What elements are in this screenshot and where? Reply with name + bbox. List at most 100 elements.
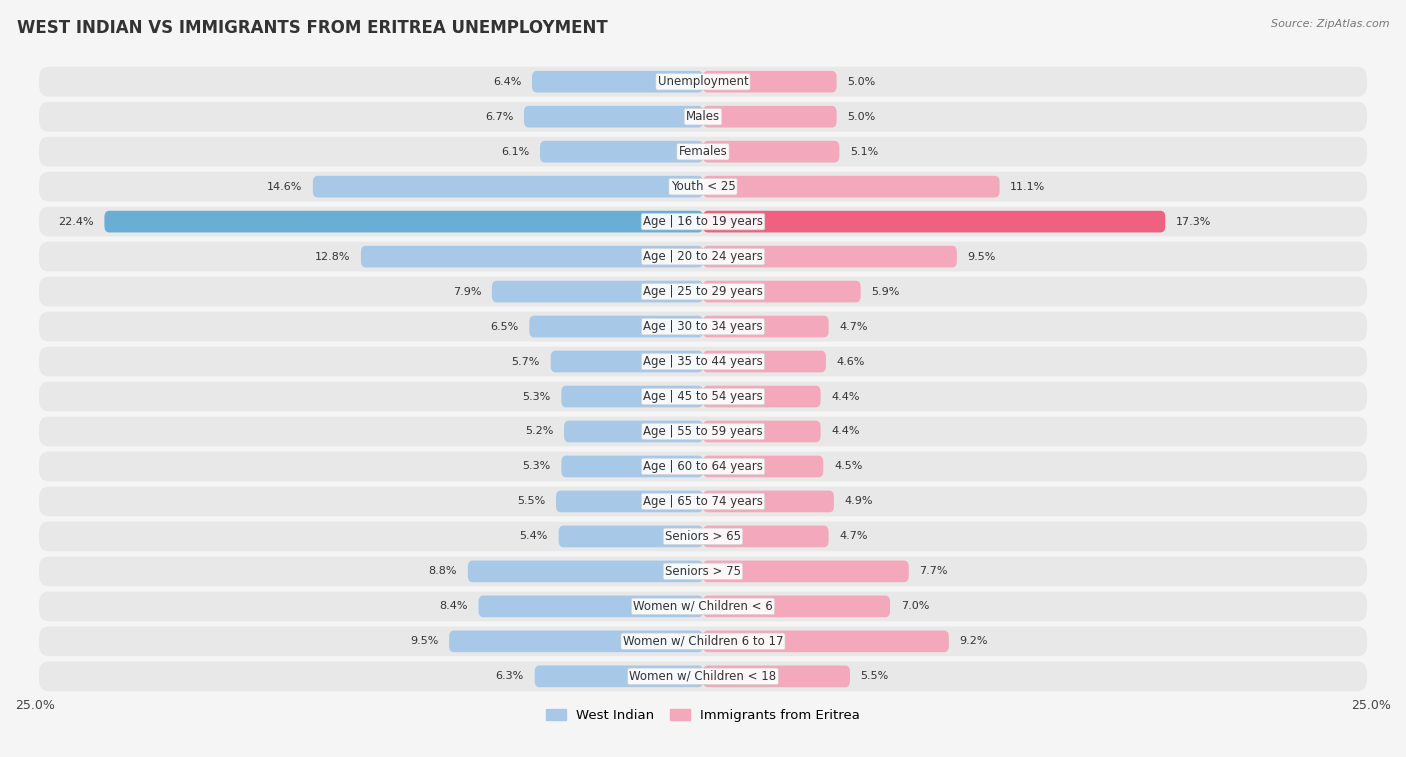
Legend: West Indian, Immigrants from Eritrea: West Indian, Immigrants from Eritrea	[546, 709, 860, 722]
Text: Age | 16 to 19 years: Age | 16 to 19 years	[643, 215, 763, 228]
FancyBboxPatch shape	[564, 421, 703, 442]
Text: Age | 55 to 59 years: Age | 55 to 59 years	[643, 425, 763, 438]
Text: 5.0%: 5.0%	[848, 76, 876, 87]
Text: 4.6%: 4.6%	[837, 357, 865, 366]
Text: 4.7%: 4.7%	[839, 322, 868, 332]
Text: 6.3%: 6.3%	[496, 671, 524, 681]
Text: 9.2%: 9.2%	[959, 637, 988, 646]
Text: 6.1%: 6.1%	[501, 147, 529, 157]
Text: 5.5%: 5.5%	[517, 497, 546, 506]
FancyBboxPatch shape	[703, 176, 1000, 198]
Text: 5.4%: 5.4%	[520, 531, 548, 541]
Text: 22.4%: 22.4%	[58, 217, 94, 226]
FancyBboxPatch shape	[703, 316, 828, 338]
Text: Seniors > 65: Seniors > 65	[665, 530, 741, 543]
Text: 5.3%: 5.3%	[523, 391, 551, 401]
Text: 5.0%: 5.0%	[848, 112, 876, 122]
FancyBboxPatch shape	[478, 596, 703, 617]
FancyBboxPatch shape	[703, 665, 851, 687]
Text: 4.7%: 4.7%	[839, 531, 868, 541]
Text: Age | 45 to 54 years: Age | 45 to 54 years	[643, 390, 763, 403]
FancyBboxPatch shape	[703, 350, 825, 372]
Text: 6.7%: 6.7%	[485, 112, 513, 122]
Text: WEST INDIAN VS IMMIGRANTS FROM ERITREA UNEMPLOYMENT: WEST INDIAN VS IMMIGRANTS FROM ERITREA U…	[17, 19, 607, 37]
FancyBboxPatch shape	[703, 631, 949, 653]
Text: 8.4%: 8.4%	[439, 601, 468, 612]
FancyBboxPatch shape	[39, 382, 1367, 411]
FancyBboxPatch shape	[529, 316, 703, 338]
Text: 4.4%: 4.4%	[831, 391, 859, 401]
FancyBboxPatch shape	[39, 591, 1367, 621]
FancyBboxPatch shape	[492, 281, 703, 302]
FancyBboxPatch shape	[39, 241, 1367, 272]
FancyBboxPatch shape	[703, 141, 839, 163]
Text: 5.2%: 5.2%	[524, 426, 554, 437]
FancyBboxPatch shape	[703, 71, 837, 92]
Text: 9.5%: 9.5%	[967, 251, 995, 262]
Text: 14.6%: 14.6%	[267, 182, 302, 192]
FancyBboxPatch shape	[561, 385, 703, 407]
FancyBboxPatch shape	[39, 137, 1367, 167]
FancyBboxPatch shape	[39, 172, 1367, 201]
Text: 5.1%: 5.1%	[851, 147, 879, 157]
Text: 12.8%: 12.8%	[315, 251, 350, 262]
FancyBboxPatch shape	[39, 522, 1367, 551]
Text: Women w/ Children < 6: Women w/ Children < 6	[633, 600, 773, 613]
Text: 5.3%: 5.3%	[523, 462, 551, 472]
FancyBboxPatch shape	[468, 560, 703, 582]
FancyBboxPatch shape	[39, 452, 1367, 481]
Text: 5.5%: 5.5%	[860, 671, 889, 681]
FancyBboxPatch shape	[39, 277, 1367, 307]
Text: Age | 35 to 44 years: Age | 35 to 44 years	[643, 355, 763, 368]
Text: 7.7%: 7.7%	[920, 566, 948, 576]
Text: Youth < 25: Youth < 25	[671, 180, 735, 193]
FancyBboxPatch shape	[314, 176, 703, 198]
FancyBboxPatch shape	[703, 281, 860, 302]
Text: Women w/ Children 6 to 17: Women w/ Children 6 to 17	[623, 635, 783, 648]
FancyBboxPatch shape	[449, 631, 703, 653]
FancyBboxPatch shape	[39, 556, 1367, 586]
FancyBboxPatch shape	[703, 525, 828, 547]
FancyBboxPatch shape	[703, 456, 824, 478]
FancyBboxPatch shape	[703, 421, 821, 442]
FancyBboxPatch shape	[39, 662, 1367, 691]
FancyBboxPatch shape	[561, 456, 703, 478]
Text: 5.9%: 5.9%	[872, 287, 900, 297]
FancyBboxPatch shape	[524, 106, 703, 127]
Text: 9.5%: 9.5%	[411, 637, 439, 646]
FancyBboxPatch shape	[703, 106, 837, 127]
FancyBboxPatch shape	[361, 246, 703, 267]
Text: 8.8%: 8.8%	[429, 566, 457, 576]
Text: 6.5%: 6.5%	[491, 322, 519, 332]
Text: Age | 65 to 74 years: Age | 65 to 74 years	[643, 495, 763, 508]
Text: Women w/ Children < 18: Women w/ Children < 18	[630, 670, 776, 683]
Text: 4.4%: 4.4%	[831, 426, 859, 437]
Text: Seniors > 75: Seniors > 75	[665, 565, 741, 578]
Text: 7.0%: 7.0%	[901, 601, 929, 612]
FancyBboxPatch shape	[39, 312, 1367, 341]
FancyBboxPatch shape	[531, 71, 703, 92]
Text: 5.7%: 5.7%	[512, 357, 540, 366]
FancyBboxPatch shape	[39, 207, 1367, 236]
FancyBboxPatch shape	[555, 491, 703, 512]
Text: Age | 60 to 64 years: Age | 60 to 64 years	[643, 460, 763, 473]
FancyBboxPatch shape	[703, 596, 890, 617]
FancyBboxPatch shape	[703, 491, 834, 512]
FancyBboxPatch shape	[39, 416, 1367, 447]
Text: 17.3%: 17.3%	[1175, 217, 1212, 226]
Text: 4.5%: 4.5%	[834, 462, 862, 472]
Text: 11.1%: 11.1%	[1011, 182, 1046, 192]
FancyBboxPatch shape	[703, 246, 957, 267]
Text: Unemployment: Unemployment	[658, 75, 748, 89]
FancyBboxPatch shape	[703, 560, 908, 582]
Text: Source: ZipAtlas.com: Source: ZipAtlas.com	[1271, 19, 1389, 29]
FancyBboxPatch shape	[39, 67, 1367, 97]
Text: 7.9%: 7.9%	[453, 287, 481, 297]
FancyBboxPatch shape	[39, 487, 1367, 516]
Text: Males: Males	[686, 111, 720, 123]
FancyBboxPatch shape	[551, 350, 703, 372]
FancyBboxPatch shape	[540, 141, 703, 163]
FancyBboxPatch shape	[558, 525, 703, 547]
Text: Age | 20 to 24 years: Age | 20 to 24 years	[643, 250, 763, 263]
FancyBboxPatch shape	[39, 347, 1367, 376]
